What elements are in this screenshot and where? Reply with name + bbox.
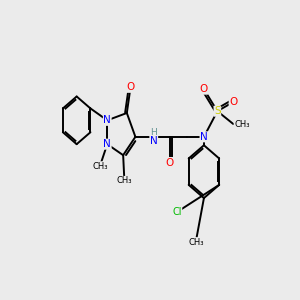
Text: O: O xyxy=(229,97,237,107)
Text: O: O xyxy=(126,82,135,92)
Text: CH₃: CH₃ xyxy=(92,162,108,171)
Text: N: N xyxy=(150,136,158,146)
Text: CH₃: CH₃ xyxy=(117,176,132,185)
Text: O: O xyxy=(166,158,174,167)
Text: H: H xyxy=(150,128,157,137)
Text: N: N xyxy=(200,132,208,142)
Text: O: O xyxy=(200,84,208,94)
Text: CH₃: CH₃ xyxy=(189,238,204,247)
Text: N: N xyxy=(103,139,111,149)
Text: N: N xyxy=(103,115,111,125)
Text: CH₃: CH₃ xyxy=(234,119,250,128)
Text: Cl: Cl xyxy=(172,207,182,217)
Text: S: S xyxy=(214,106,221,116)
